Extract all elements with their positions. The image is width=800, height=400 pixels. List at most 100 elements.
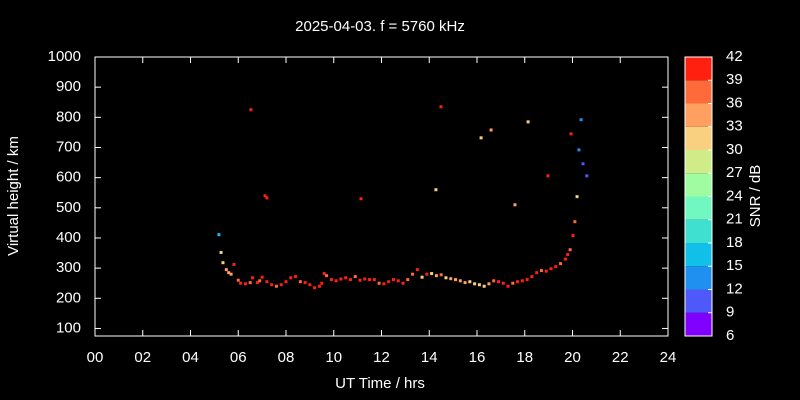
data-point [420, 275, 424, 279]
data-point [463, 281, 467, 285]
colorbar-band [685, 103, 712, 127]
colorbar-tick-label: 18 [726, 234, 743, 251]
data-point [249, 108, 253, 112]
y-tick-label: 500 [56, 199, 81, 216]
data-point [571, 234, 575, 238]
x-tick-label: 16 [469, 349, 486, 366]
data-point [516, 280, 520, 284]
chart-title: 2025-04-03. f = 5760 kHz [295, 18, 465, 35]
colorbar-tick-label: 42 [726, 48, 743, 65]
colorbar-band [685, 126, 712, 150]
data-point [263, 194, 267, 198]
data-point [401, 281, 405, 285]
colorbar-band [685, 219, 712, 243]
x-axis-label: UT Time / hrs [335, 375, 425, 392]
y-tick-label: 100 [56, 319, 81, 336]
y-tick-label: 400 [56, 229, 81, 246]
colorbar-tick-label: 30 [726, 141, 743, 158]
data-point [549, 267, 553, 271]
colorbar-tick-label: 36 [726, 94, 743, 111]
y-tick-label: 700 [56, 138, 81, 155]
colorbar-band [685, 150, 712, 174]
data-point [577, 148, 581, 152]
colorbar-tick-label: 6 [726, 327, 734, 344]
data-point [477, 283, 481, 287]
data-point [406, 278, 410, 282]
colorbar-tick-label: 24 [726, 187, 743, 204]
data-point [229, 272, 233, 276]
data-point [391, 278, 395, 282]
data-point [535, 271, 539, 275]
data-point [217, 233, 221, 237]
data-point [563, 257, 567, 261]
data-point [298, 280, 302, 284]
colorbar-band [685, 266, 712, 290]
colorbar-band [685, 243, 712, 267]
data-point [434, 188, 438, 192]
data-point [308, 283, 312, 287]
colorbar-band [685, 196, 712, 220]
y-axis-label: Virtual height / km [5, 136, 22, 256]
x-tick-label: 24 [660, 349, 677, 366]
data-point [265, 196, 269, 200]
data-point [232, 263, 236, 267]
data-point [526, 120, 530, 124]
colorbar-label: SNR / dB [747, 165, 764, 228]
data-point [489, 128, 493, 132]
data-point [248, 281, 252, 285]
data-point [258, 279, 262, 283]
data-point [573, 220, 577, 224]
data-point [313, 286, 317, 290]
x-tick-label: 04 [182, 349, 199, 366]
data-point [344, 276, 348, 280]
data-point [579, 118, 583, 122]
data-point [487, 282, 491, 286]
data-point [568, 248, 572, 252]
colorbar-band [685, 57, 712, 81]
y-tick-label: 1000 [48, 48, 81, 65]
data-point [575, 195, 579, 199]
data-point [260, 275, 264, 279]
y-tick-label: 900 [56, 78, 81, 95]
x-tick-label: 18 [516, 349, 533, 366]
data-point [559, 262, 563, 266]
colorbar-tick-label: 15 [726, 257, 743, 274]
colorbar-tick-label: 39 [726, 71, 743, 88]
data-point [396, 279, 400, 283]
data-point [322, 272, 326, 276]
data-point [539, 269, 543, 273]
x-tick-label: 06 [230, 349, 247, 366]
data-point [372, 278, 376, 282]
colorbar-band [685, 289, 712, 313]
data-point [279, 283, 283, 287]
x-tick-label: 08 [278, 349, 295, 366]
data-point [566, 253, 570, 257]
data-point [501, 281, 505, 285]
colorbar-tick-label: 21 [726, 211, 743, 228]
data-point [289, 276, 293, 280]
data-point [430, 272, 434, 276]
data-point [425, 272, 429, 276]
data-point [411, 272, 415, 276]
data-point [546, 174, 550, 178]
data-point [449, 277, 453, 281]
colorbar-tick-label: 33 [726, 118, 743, 135]
data-point [479, 136, 483, 140]
x-tick-label: 20 [564, 349, 581, 366]
data-point [511, 281, 515, 285]
data-point [415, 268, 419, 272]
data-point [382, 282, 386, 286]
data-point [224, 268, 228, 272]
data-point [585, 174, 589, 178]
data-point [243, 282, 247, 286]
colorbar-tick-label: 9 [726, 304, 734, 321]
x-tick-label: 12 [373, 349, 390, 366]
data-point [255, 281, 259, 285]
y-tick-label: 800 [56, 108, 81, 125]
y-tick-label: 600 [56, 169, 81, 186]
data-point [227, 271, 231, 275]
x-tick-label: 00 [87, 349, 104, 366]
data-point [317, 284, 321, 288]
